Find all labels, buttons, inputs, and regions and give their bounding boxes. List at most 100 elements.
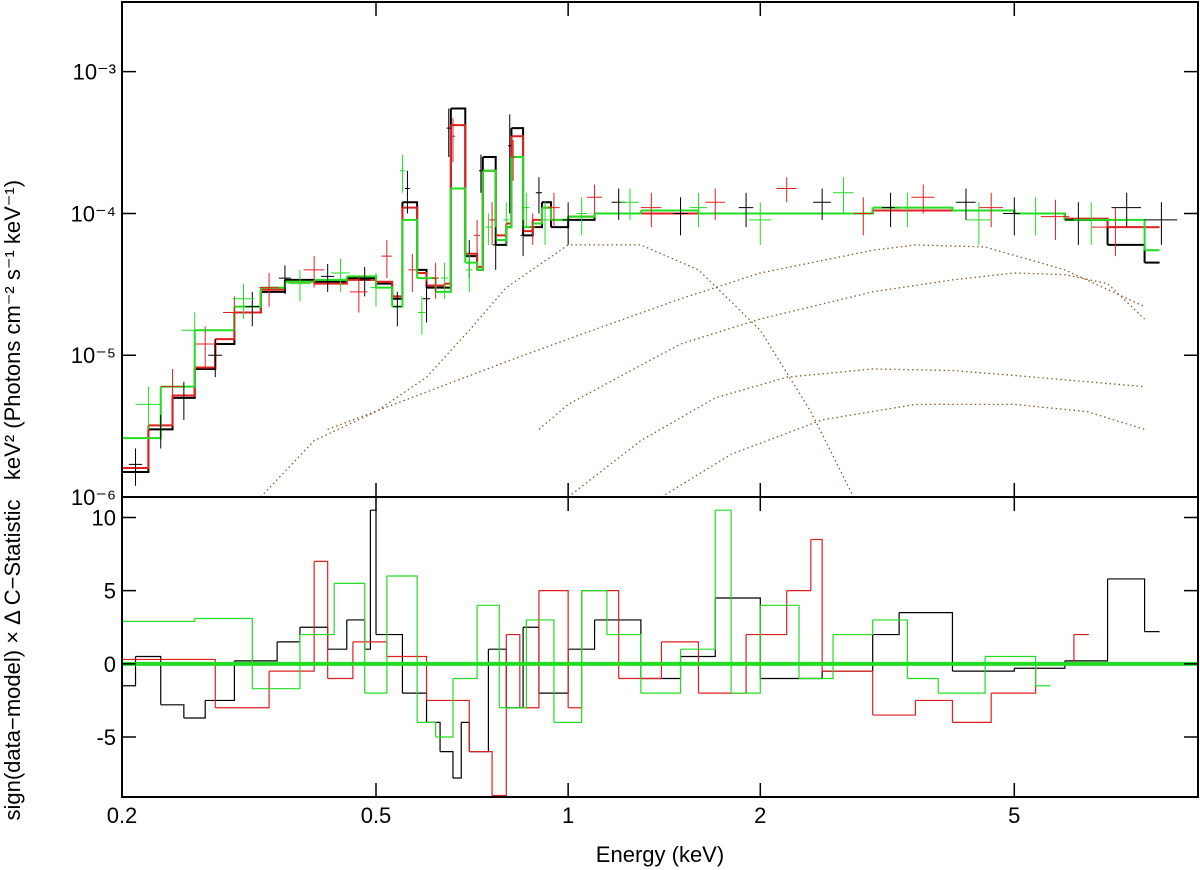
model-step — [532, 207, 544, 221]
error-cross — [689, 192, 707, 228]
model-step — [122, 425, 150, 470]
model-step — [618, 641, 663, 680]
model-step — [215, 671, 270, 709]
model-component — [260, 244, 855, 497]
model-step — [205, 660, 235, 702]
error-cross — [422, 281, 431, 323]
error-cross — [154, 414, 167, 449]
model-step — [417, 272, 428, 286]
error-cross — [440, 262, 448, 299]
model-step — [523, 626, 540, 694]
model-step — [234, 289, 262, 314]
model-step — [426, 699, 470, 752]
model-step — [568, 619, 596, 650]
model-step — [542, 201, 552, 228]
y-axis-label-top: keV² (Photons cm⁻² s⁻¹ keV⁻¹) — [0, 180, 25, 480]
model-step — [452, 722, 462, 779]
model-step — [392, 202, 404, 300]
model-step — [252, 634, 301, 690]
model-step — [506, 627, 524, 709]
model-step — [542, 206, 552, 220]
model-step — [553, 590, 583, 723]
model-step — [523, 223, 534, 229]
model-step — [1064, 578, 1109, 662]
error-cross — [418, 296, 426, 335]
error-cross — [1040, 199, 1070, 240]
model-step — [435, 678, 454, 738]
model-step — [370, 509, 377, 635]
model-step — [833, 619, 874, 636]
error-cross — [748, 202, 772, 245]
model-step — [452, 605, 478, 680]
model-step — [327, 619, 348, 650]
model-step — [234, 291, 262, 314]
model-step — [952, 693, 992, 723]
model-step — [822, 670, 874, 716]
error-cross — [1073, 202, 1108, 245]
error-cross — [529, 213, 536, 245]
model-step — [495, 227, 508, 241]
model-step — [731, 605, 761, 694]
model-step — [314, 560, 329, 679]
model-step — [680, 510, 716, 650]
model-component — [567, 368, 1145, 497]
error-cross — [503, 202, 510, 245]
model-step — [488, 648, 507, 708]
model-step — [985, 655, 1037, 686]
model-step — [526, 619, 555, 723]
error-cross — [450, 118, 456, 163]
model-step — [260, 281, 286, 289]
model-step — [715, 509, 732, 694]
error-cross — [128, 448, 143, 486]
model-step — [715, 597, 761, 679]
error-cross — [576, 197, 587, 236]
model-step — [215, 312, 236, 341]
model-step — [746, 590, 788, 636]
model-step — [542, 206, 552, 220]
model-step — [872, 612, 900, 636]
model-step — [392, 207, 404, 298]
model-step — [376, 286, 394, 307]
model-step — [334, 582, 366, 694]
model-step — [122, 618, 196, 622]
error-cross — [620, 188, 639, 220]
y-tick-label: -5 — [96, 725, 116, 750]
error-cross — [1111, 192, 1142, 228]
error-cross — [813, 188, 831, 220]
model-step — [346, 619, 366, 650]
error-cross — [245, 291, 260, 327]
model-step — [461, 721, 470, 752]
error-cross — [177, 381, 191, 420]
model-step — [234, 641, 278, 662]
model-step — [477, 170, 484, 271]
model-step — [435, 188, 452, 293]
model-step — [499, 619, 527, 709]
error-cross — [511, 139, 515, 181]
model-step — [482, 169, 497, 236]
model-step — [450, 187, 467, 263]
error-cross — [489, 202, 495, 245]
model-component — [538, 272, 1146, 430]
error-cross — [485, 213, 492, 245]
error-cross — [978, 192, 1003, 228]
model-step — [386, 655, 428, 701]
error-cross — [381, 239, 393, 279]
model-step — [376, 282, 394, 299]
model-step — [640, 649, 682, 694]
model-step — [314, 276, 348, 281]
error-cross — [181, 312, 208, 356]
model-step — [952, 668, 1015, 672]
model-step — [440, 751, 454, 778]
y-tick-label: 10⁻³ — [73, 60, 116, 85]
model-step — [314, 279, 348, 285]
y-axis-label-bottom: sign(data−model) × Δ C−Statistic — [0, 499, 25, 820]
x-tick-label: 1 — [562, 803, 574, 828]
error-cross — [673, 197, 688, 236]
error-cross — [776, 177, 797, 203]
model-step — [135, 655, 162, 705]
model-step — [606, 633, 642, 694]
model-step — [269, 561, 315, 672]
error-cross — [370, 273, 382, 307]
model-step — [915, 699, 954, 723]
error-cross — [208, 339, 223, 378]
